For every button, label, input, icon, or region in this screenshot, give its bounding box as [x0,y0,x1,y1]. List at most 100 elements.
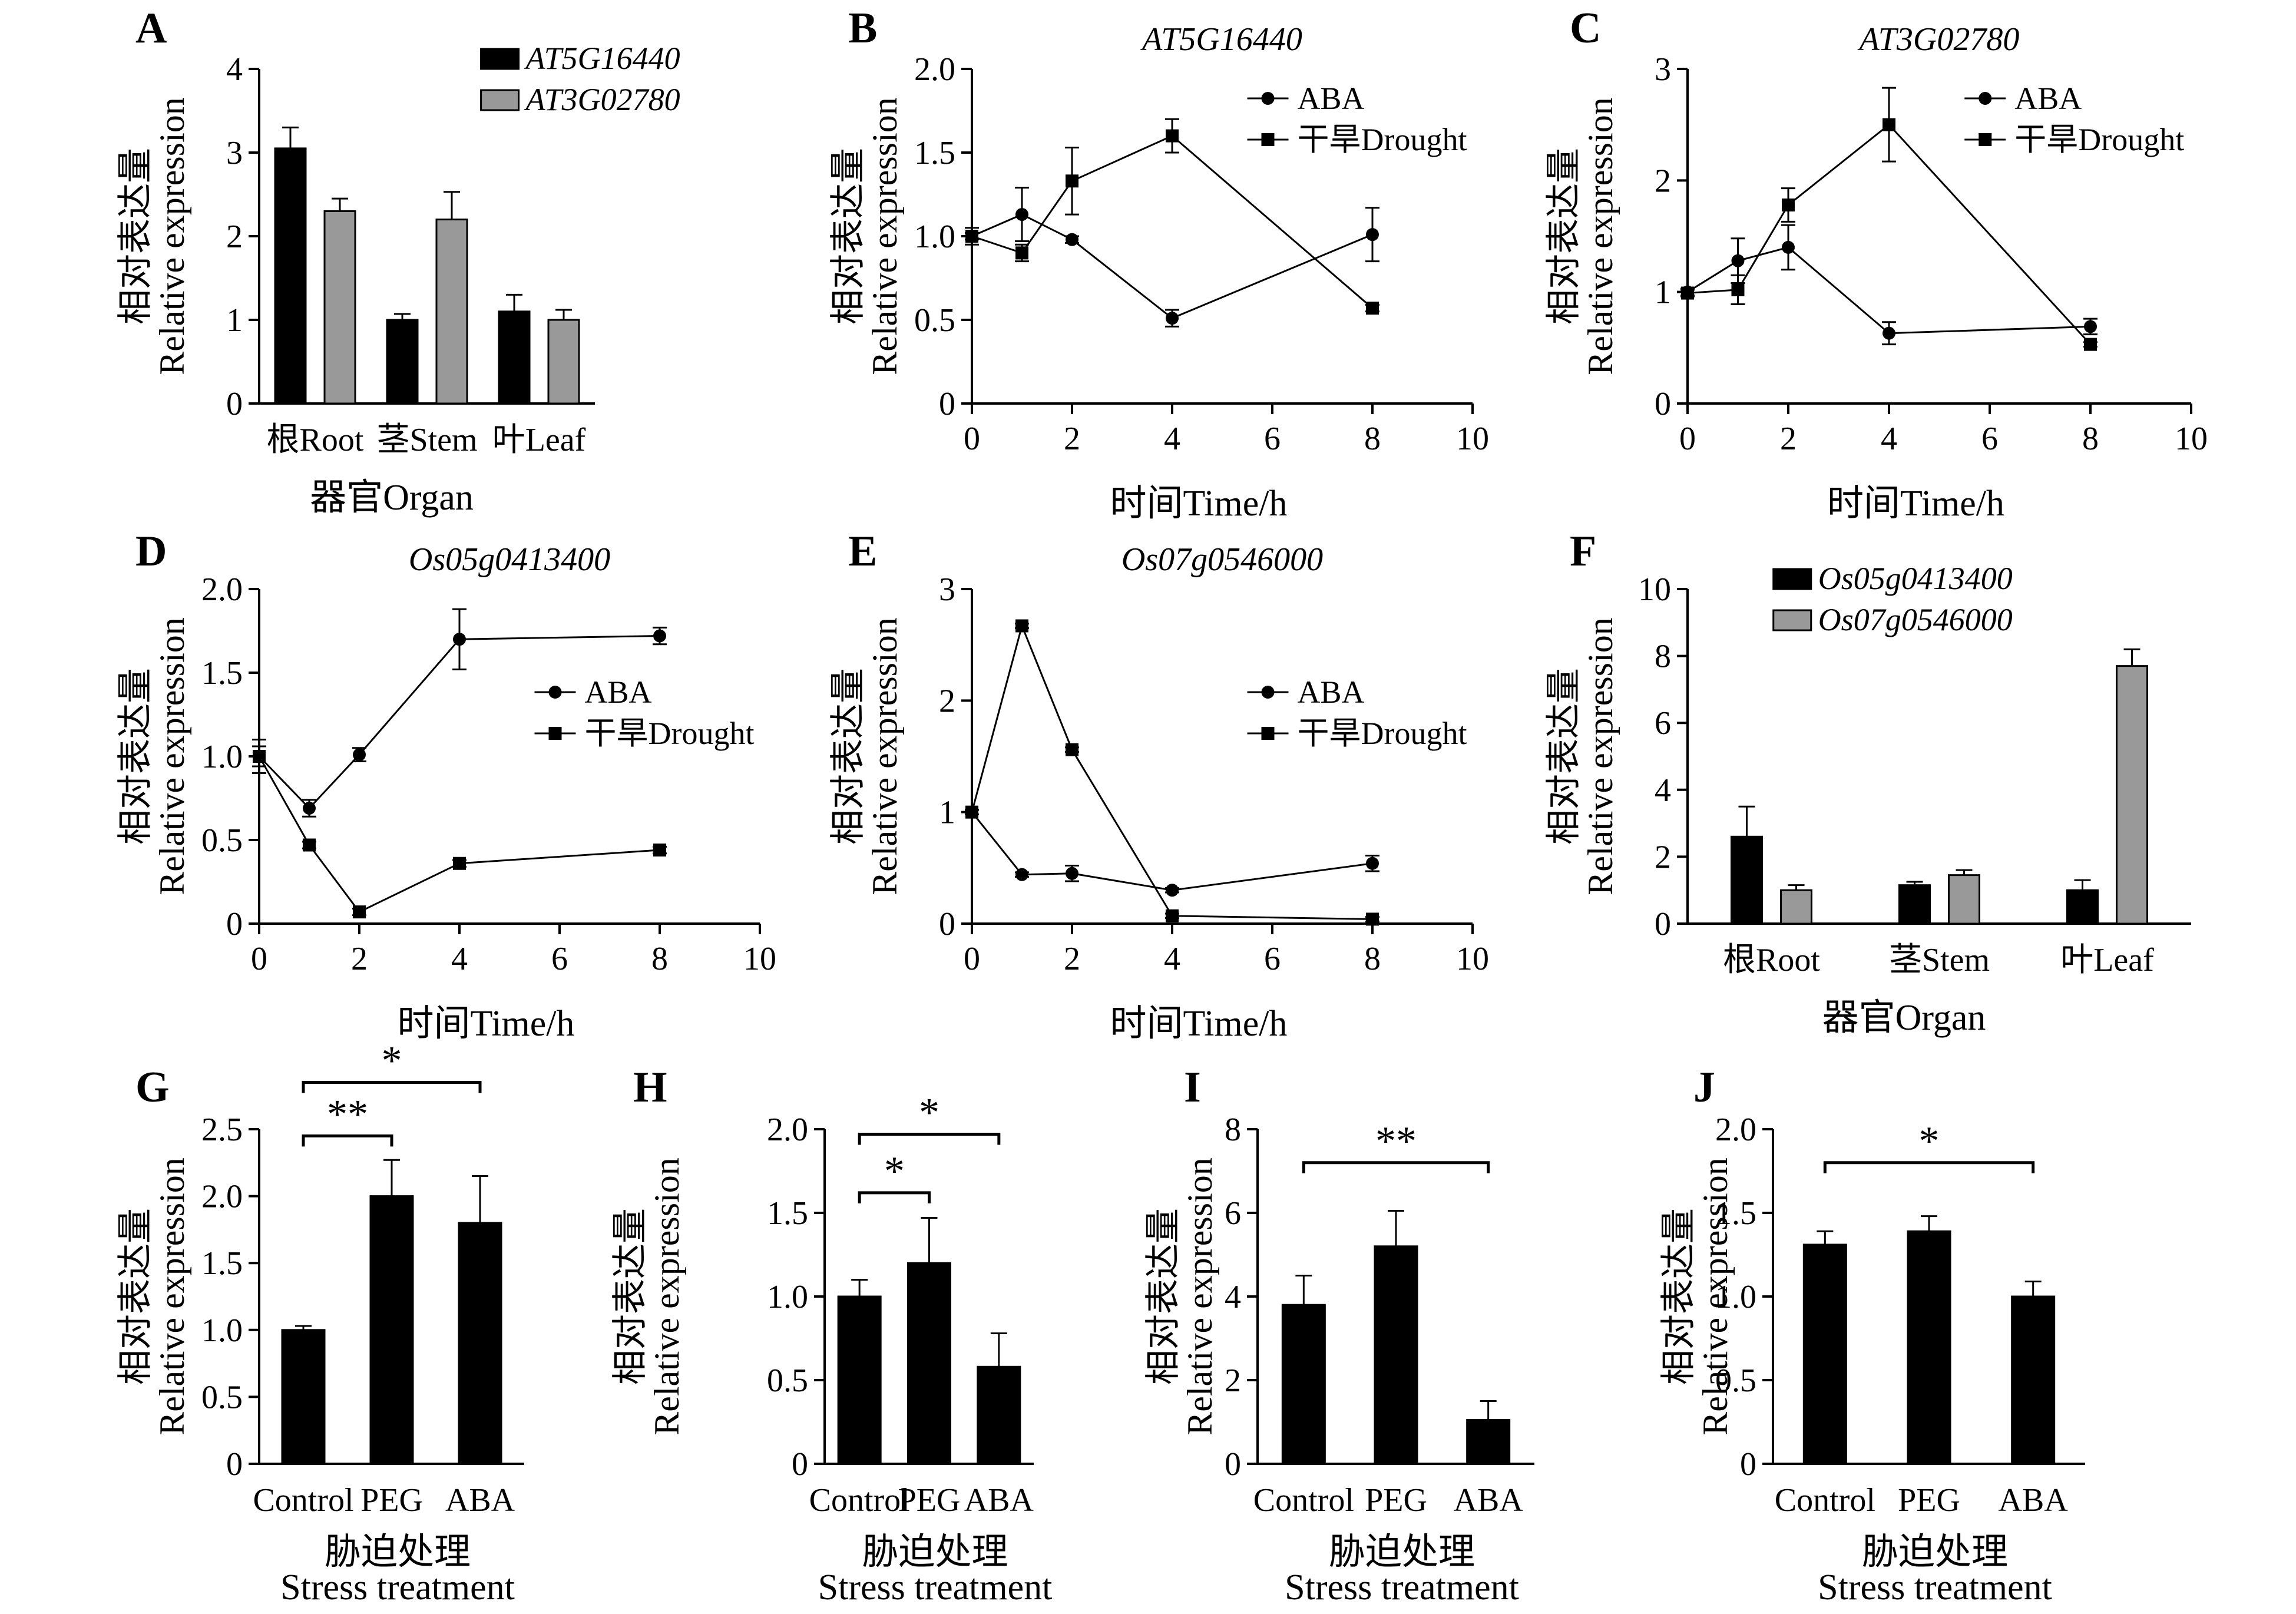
x-tick-label: 6 [1264,941,1281,977]
y-label-line2: Relative expression [1581,97,1620,375]
data-point [2084,338,2097,351]
bar [274,147,307,405]
data-point [303,802,316,815]
data-point [1883,118,1895,131]
y-tick-label: 1.0 [1715,1279,1756,1315]
significance-bracket [302,1080,482,1093]
x-tick-label: 4 [1164,941,1180,977]
y-tick-label: 6 [1655,705,1671,742]
x-tick-label: PEG [1898,1482,1960,1519]
bar [1466,1418,1511,1465]
y-label-line1: 相对表达量 [1544,668,1583,845]
significance-label: ** [1375,1119,1417,1164]
y-tick-label: 1.5 [201,1245,243,1282]
y-tick-label: 0 [1655,386,1671,422]
y-tick-label: 0 [939,906,955,942]
bar [1948,874,1980,925]
legend-marker [1261,92,1275,105]
y-tick-label: 2.5 [201,1112,243,1148]
x-tick-label: PEG [1365,1482,1427,1519]
bar [435,219,468,405]
y-tick-label: 0.5 [201,1379,243,1415]
x-axis-label-line2: Stress treatment [280,1567,515,1608]
legend-marker [1261,686,1275,699]
legend-label: ABA [1298,81,1365,116]
data-point [1166,909,1179,922]
bar [2116,665,2148,925]
y-tick-label: 3 [226,135,243,171]
y-tick-label: 2.0 [1715,1112,1756,1148]
bar [2011,1295,2056,1465]
y-tick-label: 1.0 [201,1312,243,1349]
legend-swatch [1772,568,1812,590]
legend-label: ABA [585,674,652,710]
y-tick-label: 0.5 [1715,1362,1756,1399]
y-tick-label: 0 [226,386,243,422]
data-point [1015,868,1028,881]
y-tick-label: 6 [1225,1195,1241,1232]
y-label-line2: Relative expression [1581,617,1620,895]
legend-marker [1261,133,1275,146]
x-tick-label: PEG [360,1482,423,1519]
bar [458,1222,502,1465]
x-tick-label: 0 [964,941,980,977]
y-tick-label: 1.5 [767,1195,808,1232]
chart-title: AT3G02780 [1857,21,2020,58]
y-tick-label: 2 [939,683,955,719]
x-tick-label: Control [1253,1482,1354,1519]
panel-letter: I [1184,1063,1201,1112]
x-tick-label: 10 [1456,421,1489,457]
y-label-line2: Relative expression [865,617,904,895]
data-point [1366,856,1379,870]
y-label-line2: Relative expression [865,97,904,375]
data-point [1015,246,1028,260]
bar [1802,1243,1847,1465]
data-point [1366,228,1379,242]
y-tick-label: 1.0 [201,739,243,775]
legend-label: 干旱Drought [1298,716,1467,751]
y-tick-label: 1 [939,795,955,831]
data-point [653,844,666,857]
y-tick-label: 1.5 [201,655,243,692]
legend-marker [1979,133,1992,146]
x-axis-label: 器官Organ [1822,998,1986,1038]
y-tick-label: 2 [1225,1362,1241,1399]
significance-label: * [382,1038,402,1083]
x-tick-label: 2 [1780,421,1797,457]
x-tick-label: Control [809,1482,910,1519]
x-tick-label: PEG [898,1482,961,1519]
data-point [1782,198,1795,211]
y-tick-label: 0 [1225,1446,1241,1483]
x-tick-label: 10 [1456,941,1489,977]
data-point [965,805,978,819]
legend-label: ABA [1298,674,1365,710]
x-tick-label: 4 [451,941,468,977]
x-tick-label: 10 [2175,421,2208,457]
y-label-line2: Relative expression [647,1157,686,1436]
legend-label: AT3G02780 [524,82,680,117]
data-point [1731,283,1745,296]
x-tick-label: 6 [551,941,568,977]
legend-label: AT5G16440 [524,41,680,76]
data-point [1883,326,1895,340]
x-tick-label: 4 [1164,421,1180,457]
x-tick-label: 根Root [267,422,364,458]
y-tick-label: 4 [1655,772,1671,809]
panel-letter: H [633,1063,667,1112]
significance-label: * [884,1149,905,1194]
y-tick-label: 0.5 [201,822,243,859]
y-label-line1: 相对表达量 [829,148,868,325]
y-tick-label: 0 [792,1446,808,1483]
x-tick-label: 2 [351,941,368,977]
